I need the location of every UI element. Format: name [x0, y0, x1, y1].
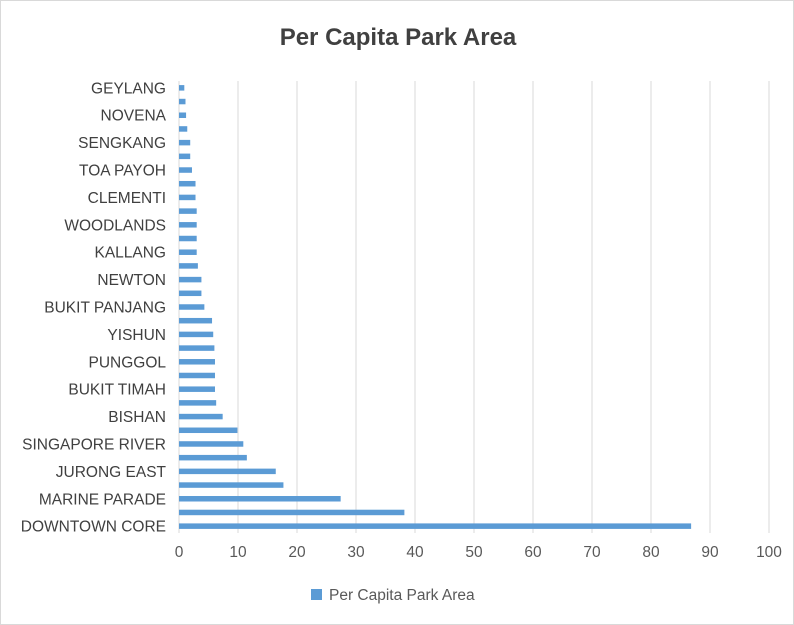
category-label: BUKIT TIMAH [68, 382, 166, 399]
x-tick-label: 90 [701, 544, 719, 561]
bar [179, 139, 191, 146]
bar [179, 126, 188, 132]
bar [179, 112, 187, 118]
category-label: JURONG EAST [56, 464, 167, 481]
bar [179, 222, 197, 228]
category-label: BUKIT PANJANG [44, 300, 166, 317]
category-label: PUNGGOL [88, 354, 166, 371]
x-tick-label: 60 [524, 544, 542, 561]
x-tick-label: 10 [229, 544, 247, 561]
x-tick-label: 30 [347, 544, 365, 561]
category-label: YISHUN [107, 327, 166, 344]
bar [179, 413, 223, 420]
category-label: CLEMENTI [88, 190, 166, 207]
bar [179, 235, 197, 242]
category-label: BISHAN [108, 409, 166, 426]
bar [179, 290, 202, 297]
category-label: GEYLANG [91, 80, 166, 97]
category-label: SINGAPORE RIVER [22, 436, 166, 453]
bar [179, 509, 405, 516]
bar [179, 194, 196, 201]
category-label: MARINE PARADE [39, 491, 166, 508]
bar [179, 523, 692, 529]
bar [179, 400, 217, 406]
bar [179, 180, 196, 187]
x-tick-label: 100 [756, 544, 782, 561]
x-tick-label: 70 [583, 544, 601, 561]
bar [179, 372, 215, 379]
bar [179, 153, 191, 160]
x-tick-label: 20 [288, 544, 306, 561]
category-label: NOVENA [101, 108, 167, 125]
x-tick-label: 40 [406, 544, 424, 561]
legend-label: Per Capita Park Area [329, 587, 475, 604]
chart-title: Per Capita Park Area [280, 24, 517, 51]
bar [179, 263, 198, 269]
bar [179, 85, 185, 91]
bar [179, 276, 202, 283]
bar [179, 304, 205, 310]
bar [179, 249, 197, 255]
bar [179, 441, 244, 447]
bar [179, 482, 284, 488]
category-label: WOODLANDS [64, 217, 166, 234]
category-label: SENGKANG [78, 135, 166, 152]
legend-swatch [311, 589, 322, 600]
bar [179, 468, 276, 475]
bar [179, 331, 214, 338]
bar [179, 167, 192, 173]
category-label: DOWNTOWN CORE [21, 519, 166, 536]
bar [179, 386, 215, 392]
bar [179, 208, 197, 214]
category-label: NEWTON [97, 272, 166, 289]
category-label: KALLANG [94, 245, 166, 262]
bar [179, 427, 238, 434]
bar [179, 98, 186, 105]
bar [179, 345, 215, 351]
x-tick-label: 0 [175, 544, 184, 561]
category-label: TOA PAYOH [79, 163, 166, 180]
x-tick-label: 80 [642, 544, 660, 561]
x-tick-label: 50 [465, 544, 483, 561]
bar [179, 454, 247, 461]
bar [179, 317, 213, 324]
bar [179, 496, 341, 502]
bar [179, 359, 215, 365]
